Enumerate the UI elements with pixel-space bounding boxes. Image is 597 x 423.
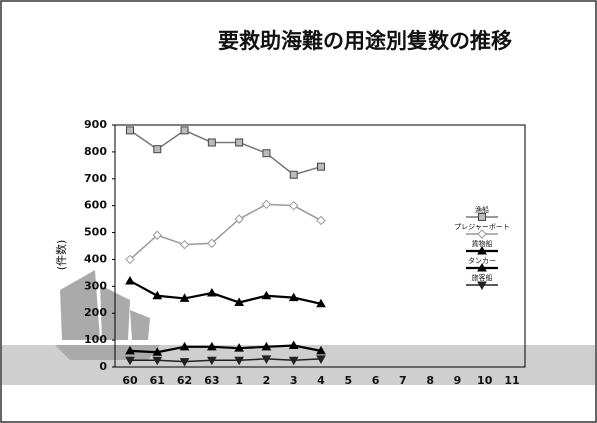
- x-tick-label: 60: [122, 374, 138, 387]
- data-point: [288, 356, 299, 366]
- data-point: [261, 199, 272, 210]
- data-point: [152, 230, 162, 240]
- data-point: [234, 356, 245, 366]
- series-line: [129, 344, 322, 354]
- data-point: [207, 238, 217, 249]
- legend-label: 漁船: [475, 205, 489, 214]
- y-tick-label: 0: [99, 360, 107, 373]
- data-point: [234, 214, 244, 224]
- data-point: [316, 298, 326, 308]
- data-point: [125, 345, 135, 355]
- data-point: [261, 355, 272, 364]
- x-tick-label: 3: [290, 374, 298, 387]
- y-tick-label: 300: [84, 279, 107, 292]
- data-point: [316, 345, 326, 355]
- plot-area: [114, 124, 526, 368]
- series-line: [129, 203, 322, 261]
- data-point: [206, 341, 217, 351]
- x-tick-label: 61: [150, 374, 165, 387]
- x-tick-label: 9: [454, 374, 462, 387]
- data-point: [316, 355, 326, 364]
- data-point: [179, 358, 190, 367]
- x-tick-label: 6: [372, 374, 380, 387]
- legend-marker: [477, 245, 487, 255]
- series-line: [129, 279, 322, 305]
- x-tick-label: 8: [426, 374, 434, 387]
- data-point: [234, 343, 245, 352]
- y-tick-label: 100: [84, 333, 107, 346]
- chart-title: 要救助海難の用途別隻数の推移: [218, 29, 512, 53]
- data-point: [179, 293, 190, 302]
- data-point: [152, 290, 163, 300]
- y-tick-label: 700: [84, 172, 107, 185]
- data-point: [261, 290, 272, 300]
- x-tick-label: 62: [177, 374, 192, 387]
- data-point: [316, 215, 326, 226]
- data-point: [179, 341, 190, 351]
- legend-label: 旅客船: [472, 273, 493, 282]
- x-tick-label: 11: [504, 374, 519, 387]
- ship-silhouette: [55, 270, 160, 360]
- data-point: [206, 356, 217, 366]
- data-point: [125, 275, 135, 285]
- series-line: [129, 129, 322, 176]
- data-point: [126, 126, 134, 135]
- x-tick-label: 4: [317, 374, 325, 387]
- y-tick-label: 500: [84, 226, 107, 239]
- y-tick-label: 600: [84, 199, 107, 212]
- x-tick-label: 1: [235, 374, 243, 387]
- data-point: [152, 356, 163, 366]
- x-tick-label: 63: [204, 374, 219, 387]
- x-tick-label: 2: [263, 374, 271, 387]
- data-point: [262, 149, 271, 158]
- legend-marker: [478, 213, 486, 221]
- data-point: [153, 145, 162, 154]
- data-point: [235, 138, 244, 147]
- y-tick-label: 900: [84, 118, 107, 131]
- y-axis-label: (件数): [55, 240, 68, 271]
- y-tick-label: 400: [84, 252, 107, 265]
- data-point: [234, 297, 245, 306]
- data-point: [207, 138, 216, 147]
- legend-label: 貨物船: [472, 239, 493, 248]
- data-point: [180, 126, 189, 135]
- x-tick-label: 7: [399, 374, 407, 387]
- data-point: [261, 341, 272, 351]
- x-tick-label: 5: [344, 374, 352, 387]
- legend-label: タンカー: [468, 256, 496, 265]
- data-point: [289, 170, 298, 179]
- series-line: [130, 358, 322, 363]
- legend-marker: [477, 229, 487, 239]
- legend-label: プレジャーボート: [454, 223, 510, 231]
- y-tick-label: 200: [84, 306, 107, 319]
- legend-marker: [477, 281, 487, 291]
- data-point: [289, 200, 299, 211]
- data-point: [288, 340, 299, 349]
- data-point: [125, 356, 135, 366]
- data-point: [206, 288, 217, 297]
- data-point: [317, 162, 325, 171]
- legend-marker: [477, 262, 487, 272]
- y-tick-label: 800: [84, 145, 107, 158]
- x-tick-label: 10: [477, 374, 493, 387]
- data-point: [125, 254, 135, 265]
- data-point: [179, 239, 190, 250]
- data-point: [152, 347, 163, 356]
- data-point: [288, 292, 299, 302]
